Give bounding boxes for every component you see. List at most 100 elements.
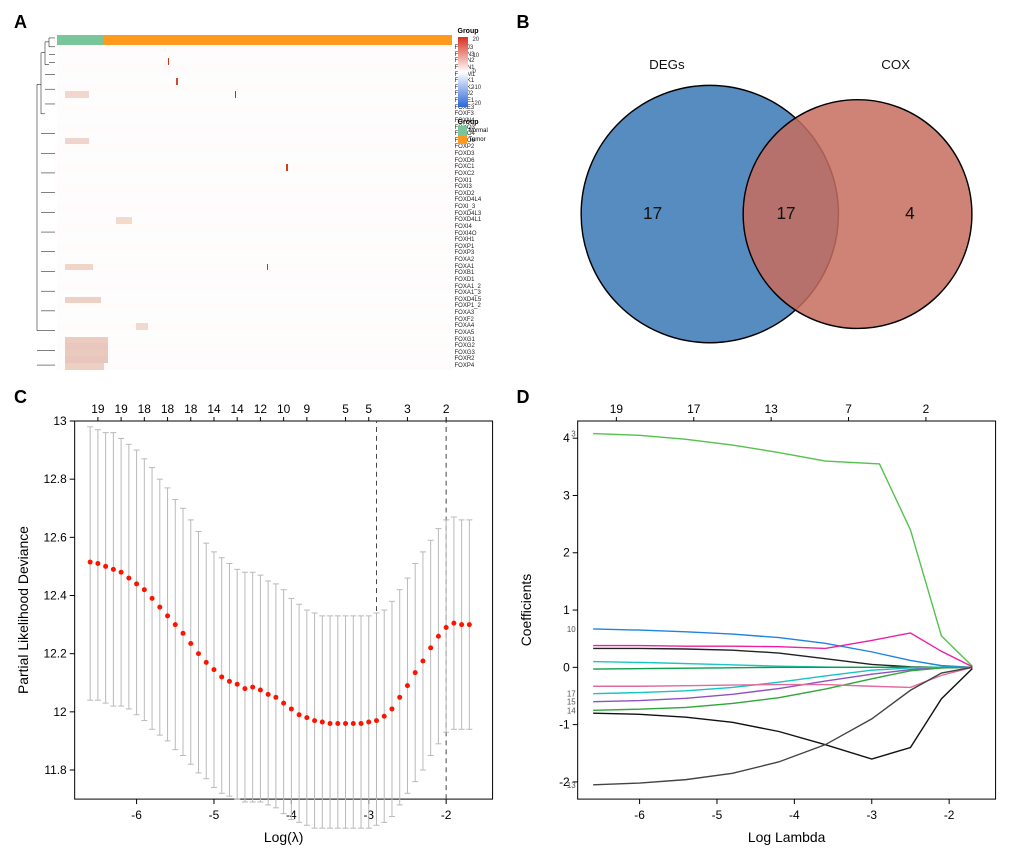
cv-point xyxy=(335,721,340,726)
y-tick-label: 12.2 xyxy=(43,647,67,661)
top-count-label: 19 xyxy=(114,402,128,416)
group-segment xyxy=(57,35,104,45)
heatmap-row: FOXG2 xyxy=(57,343,453,350)
coef-path-plot: -2-101234-6-5-4-3-219171372Log LambdaCoe… xyxy=(513,385,1011,855)
cv-point xyxy=(467,622,472,627)
y-tick-label: -1 xyxy=(559,718,570,732)
venn-diagram: DEGs COX 17 17 4 xyxy=(543,20,1001,370)
heatmap-row-label: FOXI3 xyxy=(455,184,503,190)
group-annotation-bar xyxy=(57,35,453,45)
y-tick-label: 4 xyxy=(563,431,570,445)
heatmap-row: FOXD1 xyxy=(57,277,453,284)
top-count-label: 18 xyxy=(161,402,175,416)
top-count-label: 10 xyxy=(277,402,291,416)
top-count-label: 2 xyxy=(443,402,450,416)
heatmap-row: FOXD4L5 xyxy=(57,297,453,304)
cv-point xyxy=(126,576,131,581)
group-segment xyxy=(104,35,452,45)
colorbar-ticks: 20100-10-20 xyxy=(469,37,494,107)
heatmap-row-label: FOXP1 xyxy=(455,244,503,250)
cv-point xyxy=(312,718,317,723)
heatmap-row-label: FOXI_3 xyxy=(455,204,503,210)
dendrogram-icon xyxy=(35,35,57,370)
heatmap-row: FOXP4 xyxy=(57,363,453,370)
heatmap-row: FOXC1 xyxy=(57,164,453,171)
x-axis-label: Log Lambda xyxy=(747,829,825,845)
cv-point xyxy=(397,695,402,700)
heatmap-row-label: FOXD2 xyxy=(455,191,503,197)
heatmap-row: FOXE3 xyxy=(57,105,453,112)
colorbar-tick: -20 xyxy=(472,101,481,107)
y-tick-label: 11.8 xyxy=(44,763,67,777)
heatmap-row: FOXG3 xyxy=(57,350,453,357)
top-count-label: 14 xyxy=(207,402,221,416)
heatmap-row: FOXI_3 xyxy=(57,204,453,211)
heatmap-row: FOXK1 xyxy=(57,78,453,85)
cv-point xyxy=(111,567,116,572)
heatmap-row: FOXD6 xyxy=(57,158,453,165)
series-annot: 17 xyxy=(566,690,575,699)
heatmap-row-label: FOXA4 xyxy=(455,323,503,329)
x-tick-label: -6 xyxy=(634,808,645,822)
heatmap-row-label: FOXF2 xyxy=(455,317,503,323)
x-tick-label: -4 xyxy=(789,808,800,822)
heatmap-row-label: FOXA1_3 xyxy=(455,290,503,296)
heatmap-spike xyxy=(116,217,132,224)
cv-point xyxy=(366,720,371,725)
heatmap-row: FOXI4 xyxy=(57,224,453,231)
cv-point xyxy=(103,564,108,569)
legend-swatch-icon xyxy=(458,135,467,144)
cv-point xyxy=(204,660,209,665)
heatmap-row: FOXD4L1 xyxy=(57,217,453,224)
heatmap-row: FOXP1_2 xyxy=(57,303,453,310)
heatmap-row: FOXK2 xyxy=(57,85,453,92)
panel-c: C 11.81212.212.412.612.813-6-5-4-3-21919… xyxy=(10,385,508,855)
heatmap-spike xyxy=(65,363,105,370)
coef-path xyxy=(593,667,972,693)
group-legend-title: Group xyxy=(458,119,508,126)
colorbar-tick: 0 xyxy=(472,69,475,75)
heatmap-row: FOXP3 xyxy=(57,250,453,257)
heatmap-spike xyxy=(235,91,236,98)
heatmap-row: FOXO6 xyxy=(57,138,453,145)
cv-point xyxy=(328,721,333,726)
heatmap-row-label: FOXD6 xyxy=(455,158,503,164)
panel-b-label: B xyxy=(517,12,530,33)
venn-left-count: 17 xyxy=(643,203,662,223)
cv-point xyxy=(320,720,325,725)
y-tick-label: 12.8 xyxy=(43,472,67,486)
cv-point xyxy=(219,674,224,679)
heatmap-row-label: FOXD4L3 xyxy=(455,211,503,217)
cv-point xyxy=(389,706,394,711)
top-count-label: 18 xyxy=(138,402,152,416)
heatmap-spike xyxy=(65,356,109,363)
heatmap-row: FOXJ2 xyxy=(57,91,453,98)
cv-point xyxy=(181,631,186,636)
cv-point xyxy=(459,622,464,627)
panel-d: D -2-101234-6-5-4-3-219171372Log LambdaC… xyxy=(513,385,1011,855)
x-tick-label: -3 xyxy=(866,808,877,822)
cv-point xyxy=(142,587,147,592)
heatmap-row-label: FOXA1 xyxy=(455,264,503,270)
heatmap-row: FOXA1_2 xyxy=(57,284,453,291)
heatmap-row: FOXC2 xyxy=(57,171,453,178)
heatmap-row-label: FOXA2 xyxy=(455,257,503,263)
y-tick-label: 12.6 xyxy=(43,530,67,544)
cv-point xyxy=(211,667,216,672)
heatmap-row: FOXH1 xyxy=(57,237,453,244)
heatmap-row: FOXD4L4 xyxy=(57,197,453,204)
heatmap-row: FOXA5 xyxy=(57,330,453,337)
heatmap-spike xyxy=(267,264,269,271)
panel-a: A FOXJ3FOXN3FOXN2FOXN1FOXM1FOXK1FOXK2FOX… xyxy=(10,10,508,380)
heatmap-row: FOXN2 xyxy=(57,58,453,65)
cv-point xyxy=(88,560,93,565)
heatmap-row-label: FOXA5 xyxy=(455,330,503,336)
heatmap-row-label: FOXD3 xyxy=(455,151,503,157)
heatmap-row: FOXN3 xyxy=(57,52,453,59)
top-count-label: 19 xyxy=(91,402,105,416)
cv-point xyxy=(266,692,271,697)
y-tick-label: 13 xyxy=(53,414,67,428)
heatmap-spike xyxy=(176,78,178,85)
heatmap-spike xyxy=(65,264,93,271)
heatmap-row: FOXD4L3 xyxy=(57,211,453,218)
